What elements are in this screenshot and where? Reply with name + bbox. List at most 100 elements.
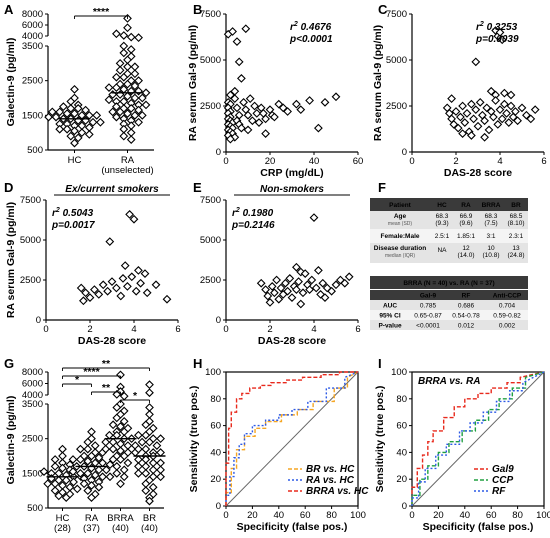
reference-diagonal [225, 371, 359, 507]
data-point [156, 458, 165, 468]
y-tick-label: 2500 [200, 275, 221, 286]
data-point [300, 269, 310, 278]
x-axis-label: DAS-28 score [258, 335, 326, 347]
data-point [226, 134, 235, 144]
panel-label: I [378, 356, 382, 371]
r-squared-value: 0.4676 [298, 22, 332, 33]
data-point [101, 465, 111, 475]
data-point [500, 88, 509, 98]
panel-label: A [4, 2, 14, 17]
data-point [50, 455, 60, 464]
data-point [250, 101, 259, 111]
data-point [500, 99, 509, 109]
data-point [126, 135, 136, 144]
data-point [453, 123, 463, 133]
data-point [119, 41, 129, 51]
data-point [489, 112, 498, 122]
data-point [116, 446, 125, 456]
y-tick-label: 2500 [20, 275, 41, 286]
legend-label: BR vs. HC [306, 464, 355, 475]
superscript-2: 2 [55, 207, 60, 214]
superscript-2: 2 [293, 21, 298, 28]
data-point [94, 453, 104, 463]
data-point [141, 468, 151, 478]
data-point [156, 472, 165, 482]
y-axis-label: RA serum Gal-9 (pg/ml) [5, 202, 17, 318]
table-header-cell: BRRA [482, 202, 501, 209]
data-point [98, 280, 108, 290]
x-axis-label: Specificity (false pos.) [237, 521, 348, 533]
data-point [480, 132, 489, 142]
y-tick-label: 60 [396, 421, 407, 432]
y-tick-label: 40 [210, 447, 221, 458]
data-point [331, 92, 341, 102]
data-point [134, 266, 143, 275]
x-tick-label: 0 [223, 156, 228, 167]
table2-cell: 0.59-0.82 [493, 313, 521, 320]
category-label: BRRA [107, 513, 134, 524]
data-point [344, 272, 354, 282]
data-point [94, 482, 104, 492]
y-tick-label: 2500 [200, 101, 221, 112]
table-row [370, 243, 528, 263]
table-cell: (9.3) [435, 220, 448, 227]
table-cell: (9.6) [459, 220, 472, 227]
panel-label: G [4, 356, 14, 371]
y-tick-label: 0 [402, 501, 407, 512]
data-point [44, 112, 53, 122]
data-point [47, 107, 57, 117]
x-tick-label: 4 [497, 156, 502, 167]
data-point [497, 35, 507, 45]
data-point [130, 69, 140, 79]
panel-E: E Non-smokers 0 2 4 6 0 2500 5000 7500 DAS-28 scor… [193, 180, 361, 347]
x-tick-label: 20 [247, 510, 258, 521]
data-point [267, 282, 277, 291]
data-point [285, 274, 295, 283]
x-tick-label: 40 [309, 156, 320, 167]
y-tick-label: 7500 [386, 9, 407, 20]
table-cell: 68.3 [436, 213, 449, 220]
table2-header-cell: Anti-CCP [493, 293, 522, 300]
data-point [108, 455, 118, 464]
data-point [506, 101, 516, 111]
y-tick-label: 6000 [22, 379, 43, 390]
y-tick-label: 8000 [22, 367, 43, 378]
x-tick-label: 60 [353, 156, 364, 167]
x-tick-label: 2 [87, 324, 92, 335]
data-point [123, 79, 132, 89]
data-point [61, 475, 71, 485]
y-tick-label: 7500 [20, 195, 41, 206]
y-axis-label: RA serum Gal-9 (pg/ml) [187, 25, 199, 141]
data-point [119, 131, 129, 141]
data-point [112, 102, 121, 112]
data-point [90, 470, 100, 480]
data-point [96, 117, 105, 127]
data-point [68, 455, 78, 464]
x-tick-label: 0 [43, 324, 48, 335]
data-point [148, 465, 158, 475]
x-axis-label: Specificity (false pos.) [423, 521, 534, 533]
y-tick-label: 7500 [200, 9, 221, 20]
y-tick-label: 60 [210, 421, 221, 432]
data-point [130, 110, 140, 120]
data-point [123, 23, 132, 33]
data-point [103, 286, 112, 296]
data-point [136, 278, 145, 288]
y-tick-label: 4000 [22, 31, 43, 42]
r-squared-stat: r2 0.4676 [290, 21, 332, 33]
data-point [119, 72, 129, 82]
data-point [156, 448, 165, 457]
data-point [156, 465, 165, 475]
data-point [66, 104, 76, 113]
data-point [118, 274, 128, 283]
data-point [101, 437, 111, 447]
data-point [241, 24, 251, 34]
table-header-cell: HC [437, 202, 447, 209]
x-tick-label: 4 [131, 324, 136, 335]
table-cell: 68.5 [510, 213, 523, 220]
data-point [73, 104, 83, 113]
table2-cell: 0.65-0.87 [414, 313, 442, 320]
y-axis-label: Galectin-9 (pg/ml) [5, 396, 17, 485]
data-point [151, 280, 161, 290]
